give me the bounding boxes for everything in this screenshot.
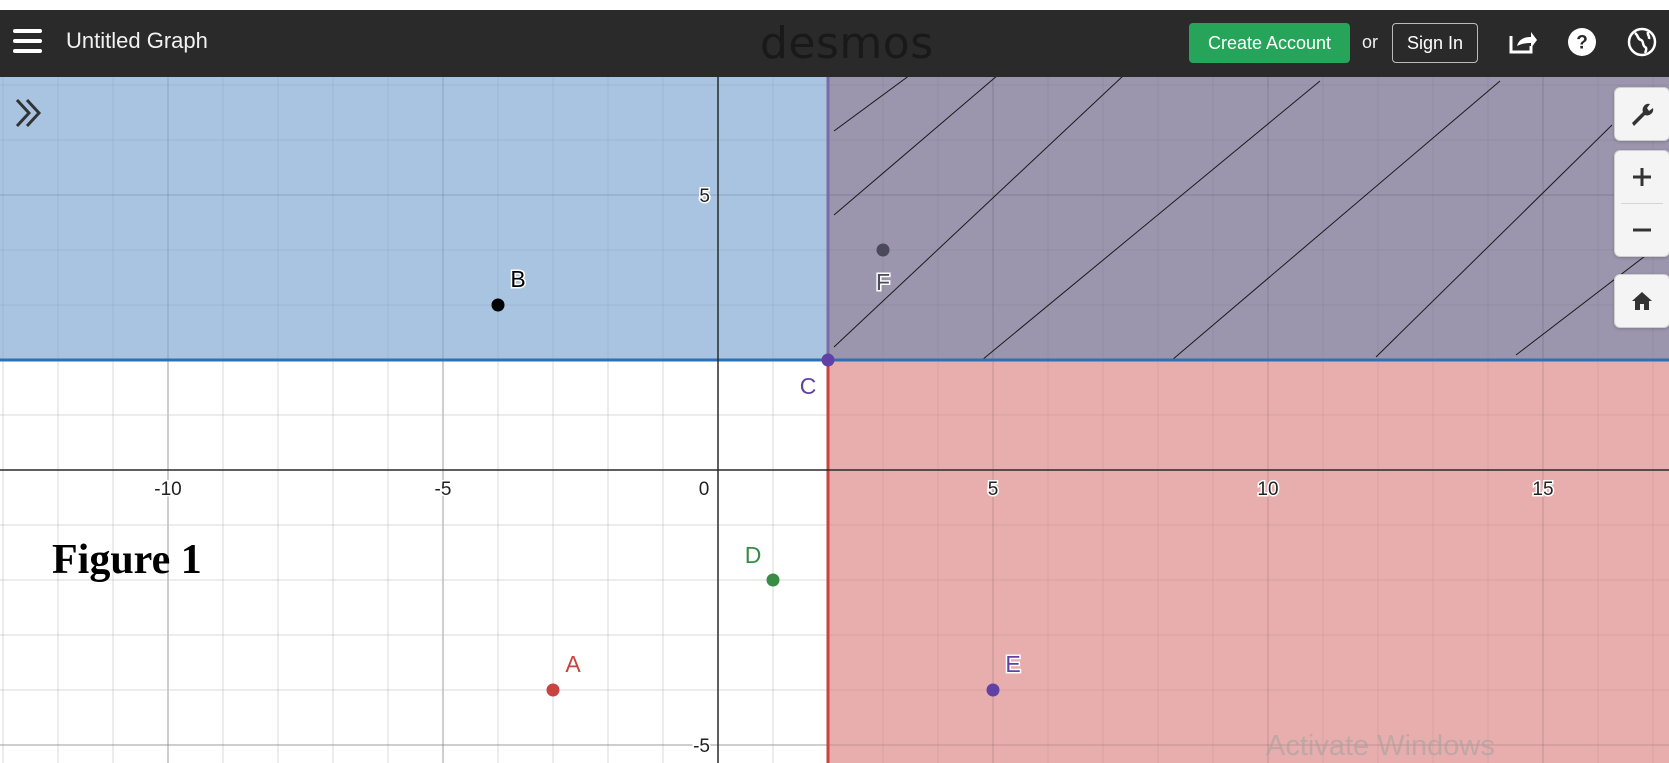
menu-icon[interactable]: [13, 29, 42, 55]
point-c[interactable]: [821, 353, 835, 367]
top-band: [0, 0, 1669, 10]
home-icon[interactable]: [1615, 275, 1669, 327]
tick-labels: -10 -5 0 5 10 15 5 -5: [153, 185, 1555, 759]
help-icon[interactable]: ?: [1566, 26, 1598, 58]
x-tick-label: -5: [435, 479, 452, 500]
desmos-logo: desmos: [760, 18, 934, 69]
activate-windows-watermark: Activate Windows: [1266, 730, 1495, 762]
figure-caption: Figure 1: [52, 537, 202, 583]
settings-control: [1614, 87, 1669, 141]
sign-in-button[interactable]: Sign In: [1392, 23, 1478, 63]
point-f[interactable]: [876, 243, 890, 257]
overlap-region: [828, 77, 1669, 360]
points: A B C D E F: [491, 243, 1022, 697]
x-tick-label: 0: [699, 479, 710, 500]
point-label-d: D: [745, 542, 762, 568]
expand-panel-icon[interactable]: [12, 96, 46, 130]
zoom-in-icon[interactable]: [1615, 151, 1669, 203]
y-tick-label: -5: [693, 736, 710, 757]
home-control: [1614, 274, 1669, 328]
point-label-f: F: [876, 269, 890, 295]
create-account-button[interactable]: Create Account: [1189, 23, 1350, 63]
point-d[interactable]: [766, 573, 780, 587]
header-bar: Untitled Graph desmos Create Account or …: [0, 10, 1669, 77]
point-b[interactable]: [491, 298, 505, 312]
globe-icon[interactable]: [1626, 26, 1658, 58]
graph-canvas[interactable]: -10 -5 0 5 10 15 5 -5 A B C D E F: [0, 77, 1669, 763]
hatch-pattern: [833, 77, 1663, 360]
or-label: or: [1362, 32, 1379, 52]
wrench-icon[interactable]: [1615, 88, 1669, 140]
point-label-c: C: [800, 373, 817, 399]
graph-title[interactable]: Untitled Graph: [66, 28, 208, 53]
point-e[interactable]: [986, 683, 1000, 697]
x-tick-label: 10: [1257, 479, 1278, 500]
point-label-a: A: [565, 651, 581, 677]
zoom-out-icon[interactable]: [1615, 204, 1669, 256]
point-label-e: E: [1005, 651, 1020, 677]
y-tick-label: 5: [699, 186, 710, 207]
share-icon[interactable]: [1506, 26, 1538, 58]
x-tick-label: -10: [154, 479, 181, 500]
x-tick-label: 15: [1532, 479, 1553, 500]
zoom-controls: [1614, 150, 1669, 257]
point-a[interactable]: [546, 683, 560, 697]
zoom-divider: [1621, 203, 1663, 204]
svg-text:?: ?: [1576, 33, 1588, 54]
x-tick-label: 5: [988, 479, 999, 500]
point-label-b: B: [510, 266, 525, 292]
